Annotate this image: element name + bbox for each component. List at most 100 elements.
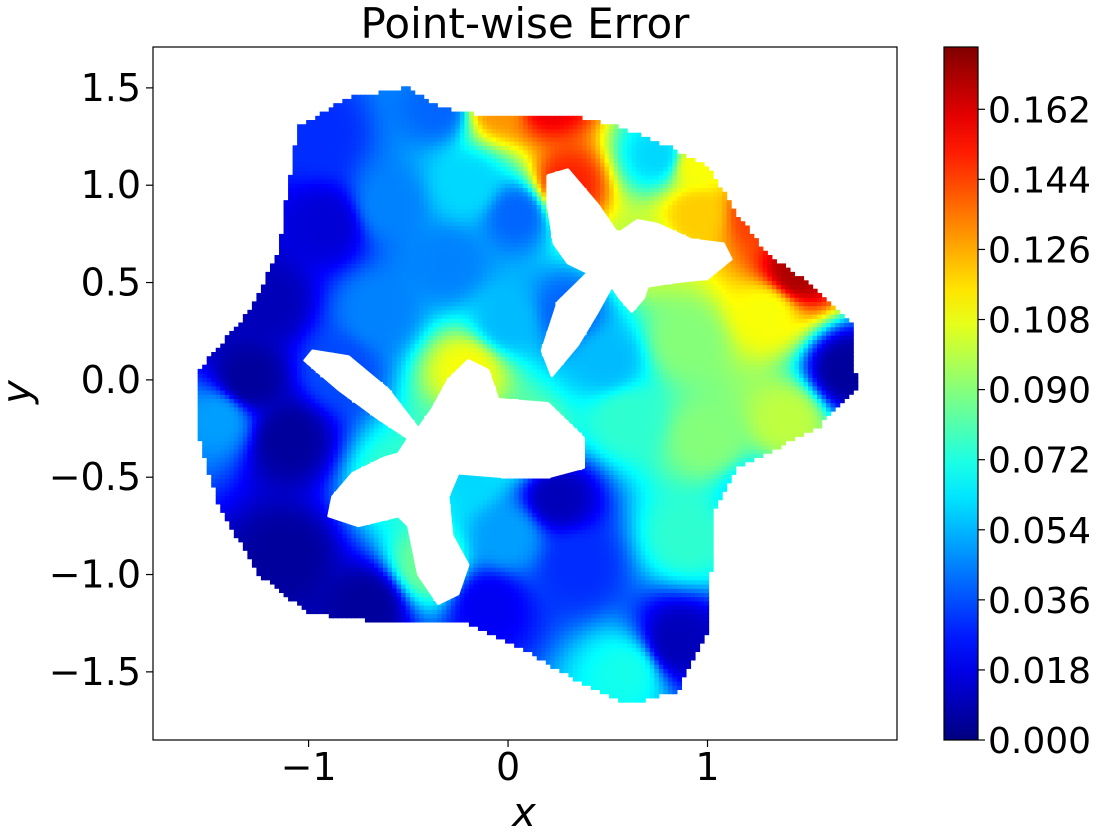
error-cell	[378, 153, 384, 159]
error-cell	[274, 356, 280, 362]
error-cell	[414, 385, 420, 391]
error-cell	[279, 486, 285, 492]
error-cell	[369, 305, 375, 311]
error-cell	[396, 596, 402, 602]
error-cell	[405, 330, 411, 336]
error-cell	[401, 200, 407, 205]
error-cell	[337, 432, 343, 437]
error-cell	[288, 453, 294, 459]
error-cell	[251, 562, 258, 568]
error-cell	[364, 254, 371, 260]
error-cell	[337, 322, 343, 328]
error-cell	[450, 136, 456, 142]
error-cell	[233, 529, 239, 534]
error-cell	[260, 575, 267, 581]
error-cell	[383, 322, 389, 328]
error-cell	[387, 208, 393, 214]
error-cell	[337, 524, 343, 530]
error-cell	[355, 533, 362, 539]
error-cell	[301, 305, 307, 311]
error-cell	[206, 402, 212, 408]
error-cell	[346, 233, 352, 239]
error-cell	[383, 221, 389, 227]
error-cell	[378, 449, 384, 454]
error-cell	[292, 221, 298, 227]
error-cell	[337, 263, 343, 269]
error-cell	[432, 141, 438, 146]
error-cell	[279, 537, 285, 543]
error-cell	[220, 343, 226, 349]
error-cell	[310, 280, 316, 286]
error-cell	[238, 491, 244, 496]
error-cell	[324, 229, 330, 235]
error-cell	[292, 571, 298, 577]
error-cell	[297, 360, 303, 366]
error-cell	[229, 389, 235, 395]
error-cell	[292, 524, 298, 530]
error-cell	[383, 103, 389, 108]
error-cell	[423, 297, 429, 302]
error-cell	[301, 512, 307, 518]
error-cell	[306, 520, 312, 526]
error-cell	[292, 238, 298, 243]
error-cell	[396, 157, 402, 163]
error-cell	[310, 478, 316, 484]
error-cell	[392, 271, 398, 277]
error-cell	[301, 524, 307, 530]
error-cell	[301, 356, 307, 362]
error-cell	[364, 212, 371, 218]
error-cell	[455, 191, 461, 197]
error-cell	[238, 457, 244, 463]
error-cell	[364, 132, 371, 138]
error-cell	[405, 254, 411, 260]
error-cell	[346, 588, 352, 594]
error-cell	[392, 596, 398, 602]
error-cell	[392, 373, 398, 378]
error-cell	[301, 444, 307, 450]
error-cell	[328, 491, 334, 496]
error-cell	[464, 588, 470, 594]
error-cell	[383, 212, 389, 218]
error-cell	[441, 174, 447, 180]
error-cell	[306, 491, 312, 496]
error-cell	[260, 457, 267, 463]
error-cell	[342, 191, 348, 197]
error-cell	[401, 267, 407, 273]
error-cell	[197, 436, 203, 442]
error-cell	[378, 583, 384, 589]
error-cell	[247, 339, 253, 345]
error-cell	[387, 259, 393, 265]
error-cell	[274, 267, 280, 273]
error-cell	[401, 259, 407, 265]
error-cell	[301, 339, 307, 345]
error-cell	[288, 179, 294, 184]
error-cell	[283, 453, 289, 459]
error-cell	[410, 588, 416, 594]
error-cell	[310, 187, 316, 193]
error-cell	[369, 444, 375, 450]
error-cell	[419, 128, 425, 134]
error-cell	[319, 457, 325, 463]
error-cell	[260, 394, 267, 399]
error-cell	[378, 115, 384, 121]
error-cell	[319, 554, 325, 560]
error-cell	[256, 368, 262, 374]
error-cell	[206, 373, 212, 378]
error-cell	[279, 558, 285, 564]
error-cell	[319, 162, 325, 168]
error-cell	[324, 170, 330, 176]
error-cell	[274, 339, 280, 345]
error-cell	[392, 115, 398, 121]
error-cell	[346, 297, 352, 302]
error-cell	[387, 385, 393, 391]
error-cell	[306, 200, 312, 205]
error-cell	[238, 470, 244, 475]
error-cell	[292, 449, 298, 454]
error-cell	[274, 343, 280, 349]
error-cell	[247, 415, 253, 421]
error-cell	[387, 120, 393, 125]
error-cell	[310, 508, 316, 513]
error-cell	[369, 128, 375, 134]
error-cell	[301, 276, 307, 281]
error-cell	[387, 583, 393, 589]
